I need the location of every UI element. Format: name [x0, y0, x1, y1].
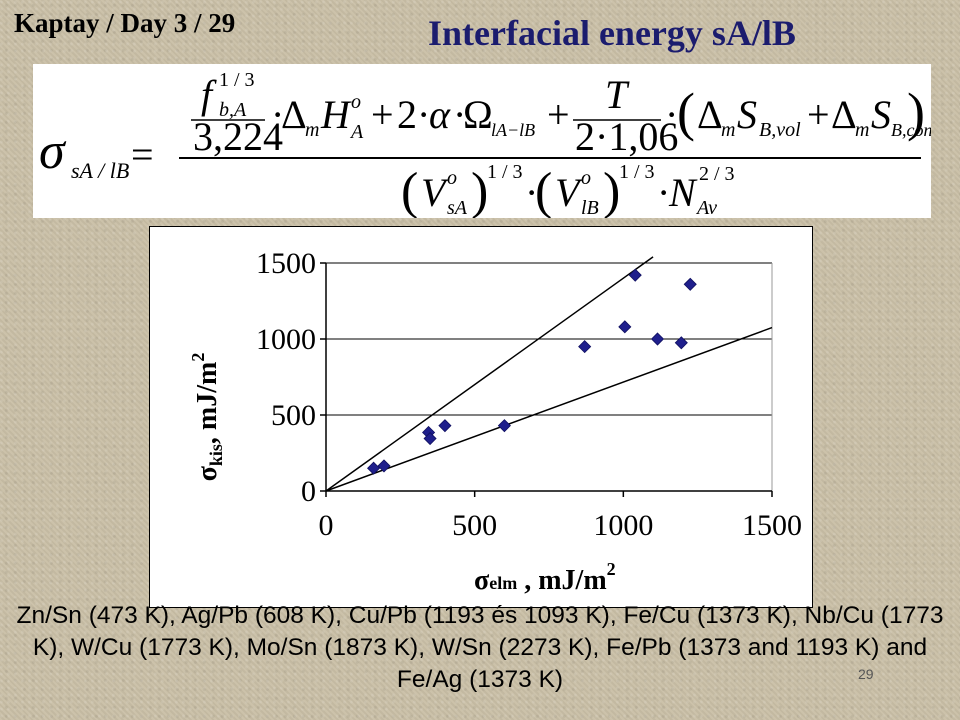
chart-panel: 0 500 1000 1500 0 500 1000 1500 σkis, mJ/m2 σel… — [149, 226, 813, 608]
data-point-1 — [367, 461, 381, 475]
num-dot-3: · — [453, 92, 466, 137]
y-axis-label-sub: kis — [206, 444, 226, 466]
data-point-4 — [423, 431, 437, 446]
num-dot-2: · — [417, 92, 430, 137]
num-m-3: m — [855, 119, 869, 141]
caption-text: Zn/Sn (473 K), Ag/Pb (608 K), Cu/Pb (119… — [16, 602, 944, 693]
lecture-label: Kaptay / Day 3 / 29 — [14, 8, 236, 38]
den-V-2: V — [555, 170, 584, 215]
x-tick-label: 1500 — [742, 509, 802, 542]
slide-title: Interfacial energy sA/lB — [428, 13, 796, 53]
den-exp-2: 1 / 3 — [619, 161, 655, 183]
den-paren-close-1: ) — [471, 163, 488, 218]
y-axis-label-symbol: σ — [192, 465, 223, 481]
den-exp-1: 1 / 3 — [487, 161, 523, 183]
lhs-subscript: sA / lB — [71, 158, 129, 183]
num-plus-1: + — [371, 92, 394, 137]
num-omega-sub: lA−lB — [491, 120, 535, 140]
num-H-sub: A — [349, 121, 364, 143]
den-N-sub: Av — [695, 197, 717, 218]
x-tick-label: 0 — [319, 509, 334, 542]
num-plus-3: + — [807, 92, 830, 137]
num-S-2: S — [871, 92, 891, 137]
den-dot-2: · — [657, 170, 670, 215]
x-axis-label-sub: elm — [489, 573, 517, 593]
num-delta-3: Δ — [831, 92, 857, 137]
den-V2-sub: lB — [581, 197, 599, 218]
y-axis-label: σkis, mJ/m2 — [188, 353, 226, 482]
trend-line-1 — [325, 256, 654, 492]
equals-sign: = — [131, 132, 154, 177]
x-axis-label-symbol: σ — [474, 565, 490, 596]
num-const1: 3,224 — [193, 114, 283, 159]
data-point-7 — [578, 340, 592, 354]
num-dot-4: · — [665, 92, 678, 137]
num-delta-2: Δ — [697, 92, 723, 137]
x-tick-label: 500 — [452, 509, 497, 542]
trend-line-2 — [325, 326, 773, 492]
y-tick-label: 1500 — [256, 247, 316, 280]
den-N-sup: 2 / 3 — [699, 163, 735, 185]
num-two: 2 — [397, 92, 417, 137]
den-V1-sup: o — [447, 167, 457, 189]
formula-svg: σ sA / lB = f 1 / 3 b,A 3,224 · Δ m H o … — [39, 69, 940, 220]
num-plus-2: + — [547, 92, 570, 137]
den-V2-sup: o — [581, 167, 591, 189]
num-paren-close: ) — [907, 82, 925, 142]
num-f-sup: 1 / 3 — [219, 69, 255, 91]
num-const2: 2·1,06 — [575, 114, 678, 159]
x-axis-label-unit: , mJ/m — [517, 565, 606, 596]
lhs-sigma: σ — [39, 123, 67, 180]
x-tick-label: 1000 — [593, 509, 653, 542]
num-f-sub: b,A — [219, 99, 247, 121]
y-axis-label-sup: 2 — [188, 353, 208, 362]
num-delta-1: Δ — [281, 92, 307, 137]
num-dot-1: · — [271, 92, 284, 137]
num-S-1: S — [737, 92, 757, 137]
num-paren-open: ( — [677, 82, 695, 142]
num-f: f — [201, 72, 217, 117]
den-paren-open-2: ( — [535, 163, 552, 218]
num-S2-sub: B,conf — [891, 120, 931, 140]
den-dot-1: · — [525, 170, 538, 215]
data-point-12 — [683, 277, 697, 291]
num-S1-sub: B,vol — [759, 119, 801, 141]
num-m-2: m — [721, 119, 735, 141]
den-V1-sub: sA — [447, 197, 468, 218]
num-T: T — [605, 72, 630, 117]
den-paren-open-1: ( — [401, 163, 418, 218]
x-axis-label-sup: 2 — [607, 559, 616, 579]
data-point-6 — [497, 419, 511, 433]
y-tick-label: 1000 — [256, 323, 316, 356]
data-point-10 — [650, 332, 665, 346]
data-point-11 — [674, 336, 688, 350]
data-point-8 — [618, 320, 632, 334]
den-N: N — [668, 170, 698, 215]
x-axis-label: σelm , mJ/m2 — [474, 559, 616, 596]
slide-number: 29 — [858, 666, 874, 682]
num-alpha: α — [429, 92, 451, 137]
data-point-9 — [628, 268, 642, 282]
data-point-5 — [438, 419, 452, 433]
y-tick-label: 500 — [271, 399, 316, 432]
num-H-sup: o — [351, 91, 361, 113]
formula-panel: σ sA / lB = f 1 / 3 b,A 3,224 · Δ m H o … — [33, 64, 940, 220]
y-axis-label-unit: , mJ/m — [192, 362, 223, 444]
y-tick-label: 0 — [301, 475, 316, 508]
num-omega: Ω — [463, 92, 493, 137]
data-point-2 — [377, 459, 391, 473]
den-paren-close-2: ) — [603, 163, 620, 218]
num-m-1: m — [305, 119, 319, 141]
num-H: H — [320, 92, 352, 137]
den-V-1: V — [421, 170, 450, 215]
